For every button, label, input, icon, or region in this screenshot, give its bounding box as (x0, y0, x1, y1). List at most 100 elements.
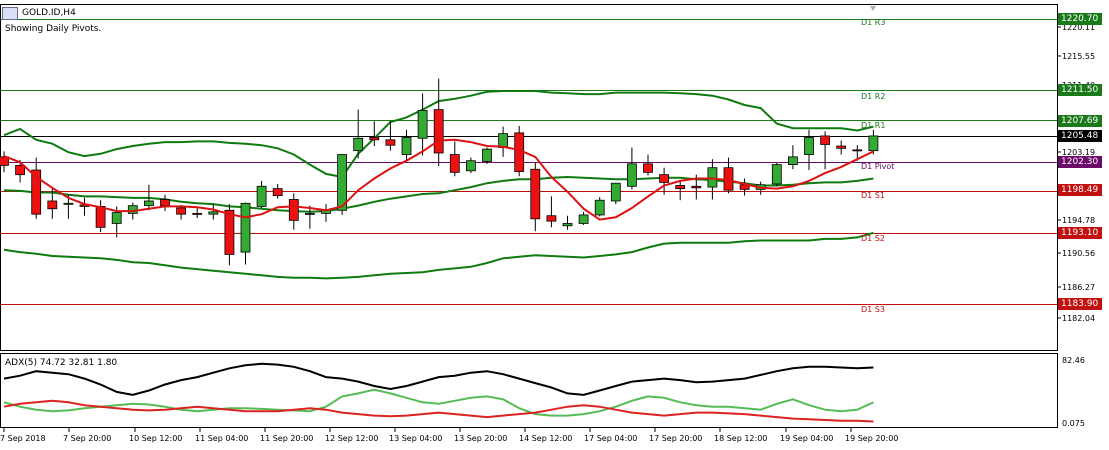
candle-body (771, 164, 782, 185)
pivot-label-r3: D1 R3 (861, 18, 886, 27)
indicator-frame[interactable] (0, 353, 1058, 428)
pivot-label-s2: D1 S2 (861, 234, 885, 243)
time-label: 19 Sep 04:00 (780, 434, 834, 443)
candle[interactable] (401, 129, 412, 161)
candle[interactable] (208, 204, 219, 220)
bollinger-lower-line (3, 231, 874, 280)
pivot-label-s1: D1 S1 (861, 191, 885, 200)
pivot-info-text: Showing Daily Pivots. (5, 24, 102, 34)
time-label: 11 Sep 20:00 (260, 434, 314, 443)
adx-minus-di-line (3, 399, 874, 423)
candle-body (675, 185, 686, 190)
candle-body (482, 148, 492, 162)
candle-body (15, 164, 26, 176)
candle[interactable] (143, 184, 154, 211)
pivot-lines (1, 19, 1057, 305)
candle[interactable] (47, 188, 58, 219)
candle[interactable] (449, 141, 460, 177)
candle-body (224, 209, 235, 255)
price-scale-label: 1194.78 (1062, 216, 1096, 225)
candle[interactable] (659, 167, 669, 195)
candle-body (659, 174, 669, 183)
candle[interactable] (369, 121, 380, 147)
candle-body (176, 207, 187, 215)
candle-body (208, 211, 219, 215)
candle[interactable] (868, 129, 879, 155)
time-label: 18 Sep 12:00 (714, 434, 768, 443)
candle-body (868, 135, 879, 152)
ma-line (3, 138, 874, 221)
price-scale-label: 1186.27 (1062, 283, 1096, 292)
price-scale-label: 1203.19 (1062, 148, 1096, 157)
time-label: 17 Sep 04:00 (584, 434, 638, 443)
time-label: 11 Sep 04:00 (195, 434, 249, 443)
candle-body (401, 137, 412, 155)
candle[interactable] (820, 131, 830, 170)
candle[interactable] (15, 159, 26, 183)
candle[interactable] (192, 207, 203, 219)
candle[interactable] (288, 193, 299, 230)
candle[interactable] (675, 180, 686, 201)
candle[interactable] (643, 154, 653, 176)
candle[interactable] (353, 109, 364, 159)
candle-body (836, 145, 847, 149)
candle-body (852, 149, 863, 152)
candle[interactable] (594, 197, 605, 217)
pivot-label-r1: D1 R1 (861, 121, 886, 130)
candle[interactable] (788, 145, 798, 170)
candle[interactable] (530, 162, 541, 232)
candle-body (546, 215, 557, 222)
time-label: 7 Sep 20:00 (63, 434, 112, 443)
candle-body (353, 137, 364, 152)
adx-plus-di-line (3, 388, 874, 417)
candle-body (465, 160, 476, 172)
candle-body (288, 199, 299, 221)
candle[interactable] (836, 140, 847, 155)
candle-body (417, 109, 428, 139)
price-scale-label: 1182.04 (1062, 314, 1096, 323)
candle[interactable] (610, 182, 621, 205)
chart-shift-icon[interactable] (870, 6, 876, 11)
candle-body (111, 212, 122, 224)
candle-body (804, 137, 814, 155)
candle-body (691, 185, 702, 189)
candle[interactable] (804, 129, 814, 171)
chart-window-icon (2, 6, 18, 20)
chart-title: GOLD.ID,H4 (22, 8, 76, 18)
candle-body (449, 154, 460, 173)
candle[interactable] (272, 183, 283, 199)
time-label: 13 Sep 20:00 (454, 434, 508, 443)
candle[interactable] (562, 215, 573, 230)
main-chart-frame[interactable] (0, 4, 1058, 351)
price-scale-label: 1215.55 (1062, 52, 1096, 61)
time-label: 7 Sep 2018 (0, 434, 46, 443)
candle-body (256, 185, 267, 207)
price-scale-label: 1220.11 (1062, 23, 1096, 32)
candle[interactable] (578, 211, 589, 226)
candle[interactable] (304, 205, 315, 229)
candle[interactable] (546, 196, 557, 228)
candle[interactable] (417, 93, 428, 156)
candle-body (643, 163, 653, 173)
time-label: 19 Sep 20:00 (845, 434, 899, 443)
candle[interactable] (433, 78, 444, 167)
candle-body (160, 199, 170, 207)
candle[interactable] (256, 180, 267, 208)
time-label: 10 Sep 12:00 (129, 434, 183, 443)
pivot-badge-r2: 1211.50 (1058, 84, 1102, 96)
candle[interactable] (771, 163, 782, 187)
candle[interactable] (482, 147, 492, 164)
pivot-badge-s2: 1193.10 (1058, 227, 1102, 239)
candle[interactable] (385, 121, 396, 151)
candle[interactable] (31, 157, 42, 219)
candle-body (498, 133, 509, 148)
candle-body (610, 182, 621, 202)
candle-body (707, 167, 718, 188)
candle[interactable] (627, 147, 637, 190)
pivot-label-r2: D1 R2 (861, 92, 886, 101)
candle-body (578, 214, 589, 224)
candle-body (788, 156, 798, 165)
candle[interactable] (240, 202, 251, 265)
candle[interactable] (465, 157, 476, 174)
